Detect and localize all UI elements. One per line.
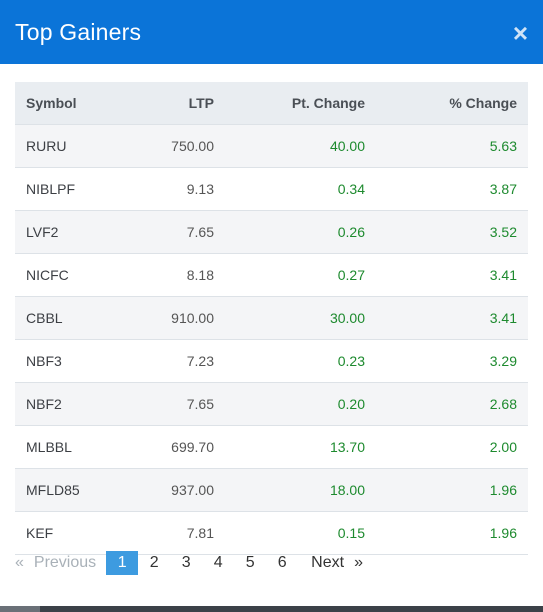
cell-pt-change: 0.20	[337, 395, 365, 412]
column-header-symbol[interactable]: Symbol	[15, 82, 135, 125]
pagination: « Previous 1 2 3 4 5 6 Next »	[15, 551, 363, 575]
column-header-pct-change[interactable]: % Change	[376, 82, 528, 125]
gainers-table: Symbol LTP Pt. Change % Change RURU 750.…	[15, 82, 528, 555]
cell-pct-change: 2.68	[489, 395, 517, 412]
cell-ltp: 8.18	[186, 266, 214, 283]
page-button-2[interactable]: 2	[149, 554, 159, 571]
page-button-3[interactable]: 3	[181, 554, 191, 571]
cell-symbol[interactable]: MFLD85	[26, 481, 80, 498]
table-row: NBF3 7.23 0.23 3.29	[15, 339, 528, 382]
table-row: CBBL 910.00 30.00 3.41	[15, 296, 528, 339]
gainers-table-container: Symbol LTP Pt. Change % Change RURU 750.…	[15, 82, 528, 555]
previous-page-button[interactable]: « Previous	[15, 554, 96, 572]
table-row: RURU 750.00 40.00 5.63	[15, 124, 528, 167]
cell-symbol[interactable]: MLBBL	[26, 438, 72, 455]
cell-ltp: 937.00	[171, 481, 214, 498]
cell-symbol[interactable]: CBBL	[26, 309, 63, 326]
cell-symbol[interactable]: LVF2	[26, 223, 59, 240]
cell-ltp: 7.23	[186, 352, 214, 369]
cell-pt-change: 18.00	[329, 481, 365, 498]
cell-symbol[interactable]: NBF2	[26, 395, 62, 412]
cell-pt-change: 30.00	[329, 309, 365, 326]
cell-pct-change: 3.29	[489, 352, 517, 369]
close-icon[interactable]: ×	[512, 18, 528, 48]
cell-symbol[interactable]: RURU	[26, 137, 67, 154]
cell-pt-change: 0.23	[337, 352, 365, 369]
table-row: MFLD85 937.00 18.00 1.96	[15, 468, 528, 511]
double-right-arrow-icon: »	[354, 554, 363, 571]
modal-header: Top Gainers ×	[0, 0, 543, 64]
table-row: NIBLPF 9.13 0.34 3.87	[15, 167, 528, 210]
cell-pct-change: 3.87	[489, 180, 517, 197]
cell-pt-change: 0.27	[337, 266, 365, 283]
cell-pct-change: 3.41	[489, 309, 517, 326]
cell-symbol[interactable]: NBF3	[26, 352, 62, 369]
cell-pct-change: 3.41	[489, 266, 517, 283]
table-row: NICFC 8.18 0.27 3.41	[15, 253, 528, 296]
cell-pt-change: 40.00	[329, 137, 365, 154]
cell-pct-change: 2.00	[489, 438, 517, 455]
double-left-arrow-icon: «	[15, 554, 24, 571]
table-row: NBF2 7.65 0.20 2.68	[15, 382, 528, 425]
table-row: LVF2 7.65 0.26 3.52	[15, 210, 528, 253]
table-body: RURU 750.00 40.00 5.63 NIBLPF 9.13 0.34 …	[15, 124, 528, 554]
cell-pct-change: 3.52	[489, 223, 517, 240]
cell-ltp: 9.13	[186, 180, 214, 197]
cell-pct-change: 5.63	[489, 137, 517, 154]
table-header: Symbol LTP Pt. Change % Change	[15, 82, 528, 125]
page-button-4[interactable]: 4	[213, 554, 223, 571]
cell-ltp: 7.81	[186, 524, 214, 541]
cell-pct-change: 1.96	[489, 524, 517, 541]
cell-ltp: 750.00	[171, 137, 214, 154]
table-row: KEF 7.81 0.15 1.96	[15, 511, 528, 554]
cell-symbol[interactable]: KEF	[26, 524, 54, 541]
column-header-ltp[interactable]: LTP	[135, 82, 225, 125]
background-strip	[40, 606, 543, 612]
page-button-1[interactable]: 1	[106, 551, 139, 575]
cell-ltp: 910.00	[171, 309, 214, 326]
table-header-row: Symbol LTP Pt. Change % Change	[15, 82, 528, 125]
cell-ltp: 699.70	[171, 438, 214, 455]
cell-pt-change: 0.15	[337, 524, 365, 541]
page-button-6[interactable]: 6	[277, 554, 287, 571]
cell-pt-change: 13.70	[329, 438, 365, 455]
page-button-5[interactable]: 5	[245, 554, 255, 571]
cell-ltp: 7.65	[186, 395, 214, 412]
cell-ltp: 7.65	[186, 223, 214, 240]
background-strip-left	[0, 606, 40, 612]
cell-symbol[interactable]: NIBLPF	[26, 180, 76, 197]
cell-pt-change: 0.26	[337, 223, 365, 240]
table-row: MLBBL 699.70 13.70 2.00	[15, 425, 528, 468]
cell-pct-change: 1.96	[489, 481, 517, 498]
previous-label: Previous	[33, 554, 97, 571]
modal-title: Top Gainers	[15, 18, 142, 45]
column-header-pt-change[interactable]: Pt. Change	[225, 82, 376, 125]
next-label: Next	[311, 554, 345, 571]
cell-pt-change: 0.34	[337, 180, 365, 197]
cell-symbol[interactable]: NICFC	[26, 266, 69, 283]
next-page-button[interactable]: Next »	[311, 554, 363, 572]
